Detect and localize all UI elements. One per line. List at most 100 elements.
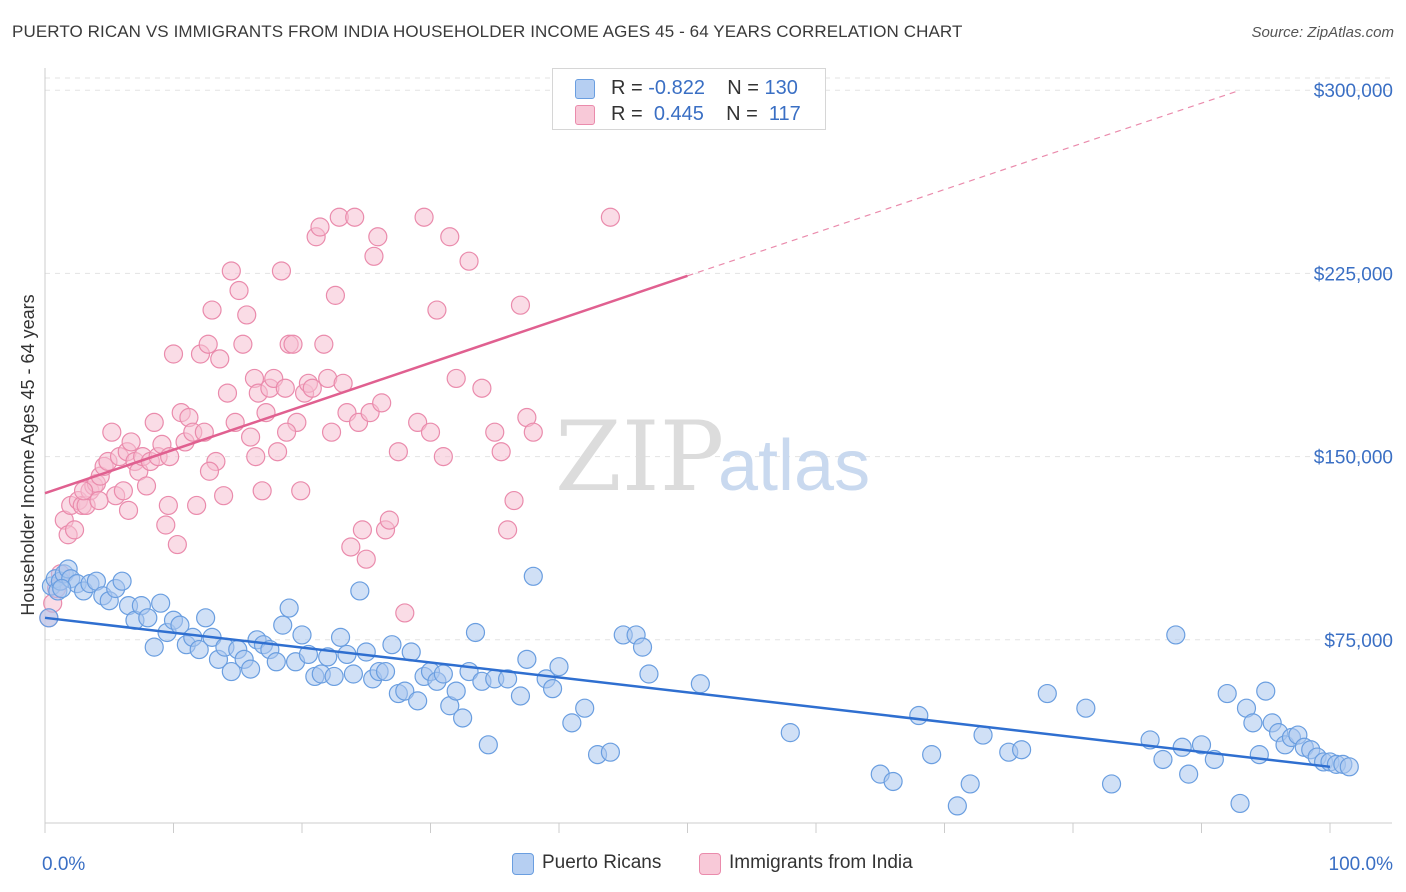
- data-point: [472, 378, 492, 398]
- data-point: [510, 686, 531, 706]
- data-point: [498, 520, 518, 540]
- data-point: [446, 368, 466, 389]
- data-point: [318, 647, 338, 667]
- legend-n-value: 130: [764, 77, 798, 99]
- data-point: [883, 771, 903, 792]
- data-point: [1256, 681, 1276, 701]
- data-point: [1101, 774, 1122, 794]
- y-tick-label: $300,000: [1314, 81, 1393, 102]
- data-point: [485, 422, 505, 442]
- legend-swatch-blue: [575, 79, 595, 99]
- chart-title: PUERTO RICAN VS IMMIGRANTS FROM INDIA HO…: [12, 22, 963, 41]
- data-point: [1076, 698, 1096, 718]
- data-point: [517, 649, 537, 669]
- data-point: [420, 422, 441, 442]
- data-point: [325, 285, 346, 305]
- data-point: [144, 412, 164, 433]
- data-point: [237, 305, 257, 325]
- legend-swatch-pink: [575, 105, 595, 125]
- data-point: [510, 295, 531, 315]
- data-point: [314, 334, 334, 354]
- data-point: [364, 246, 384, 266]
- data-point: [973, 725, 993, 745]
- data-point: [639, 664, 659, 684]
- data-point: [1037, 683, 1057, 704]
- data-point: [1217, 683, 1237, 704]
- data-point: [1153, 749, 1173, 770]
- data-point: [1172, 737, 1192, 757]
- data-point: [350, 581, 370, 601]
- data-point: [549, 657, 569, 677]
- trend-line-india: [44, 274, 688, 495]
- data-point: [690, 674, 710, 694]
- series-india-points: [39, 207, 621, 628]
- data-point: [947, 796, 967, 816]
- data-point: [113, 481, 133, 501]
- data-point: [341, 537, 361, 557]
- data-point: [310, 217, 330, 237]
- data-point: [960, 774, 980, 794]
- y-tick-labels: $75,000 $150,000 $225,000 $300,000: [1314, 81, 1393, 652]
- data-point: [275, 378, 295, 398]
- legend-n-label: N =: [726, 103, 758, 125]
- data-point: [151, 593, 171, 613]
- data-point: [283, 334, 303, 354]
- data-point: [217, 383, 238, 403]
- x-tick-label: 100.0%: [1329, 854, 1394, 875]
- data-point: [89, 490, 109, 511]
- data-point: [252, 481, 272, 501]
- data-point: [368, 227, 388, 247]
- data-point: [395, 603, 415, 623]
- y-tick-label: $75,000: [1324, 631, 1393, 652]
- data-point: [440, 227, 460, 247]
- data-point: [600, 207, 621, 227]
- y-tick-label: $225,000: [1314, 264, 1393, 285]
- stats-legend: R = -0.822 N = 130 R = 0.445 N = 117: [552, 68, 826, 130]
- data-point: [575, 698, 595, 718]
- data-point: [562, 713, 582, 733]
- data-point: [241, 427, 261, 447]
- data-point: [453, 708, 473, 728]
- data-point: [158, 495, 178, 516]
- data-point: [279, 598, 299, 618]
- data-point: [187, 495, 207, 516]
- data-point: [64, 520, 85, 540]
- data-point: [324, 666, 344, 687]
- data-point: [292, 625, 312, 645]
- data-point: [388, 442, 408, 462]
- data-point: [267, 442, 288, 462]
- data-point: [241, 659, 261, 679]
- data-point: [276, 422, 297, 442]
- data-point: [491, 442, 511, 462]
- x-tick-label: 0.0%: [42, 854, 85, 875]
- legend-n-value: 117: [768, 103, 801, 125]
- data-point: [909, 705, 929, 726]
- data-point: [632, 637, 653, 657]
- data-point: [102, 422, 122, 442]
- source-label: Source: ZipAtlas.com: [1251, 24, 1394, 41]
- watermark-zip: ZIP: [555, 401, 724, 513]
- data-point: [1339, 757, 1359, 777]
- data-point: [138, 608, 158, 628]
- data-point: [498, 669, 518, 689]
- data-point: [118, 500, 139, 520]
- data-point: [1243, 713, 1263, 733]
- data-point: [379, 510, 399, 530]
- data-point: [302, 378, 322, 398]
- data-point: [375, 661, 396, 682]
- legend-r-value: 0.445: [653, 103, 704, 125]
- data-point: [202, 300, 222, 320]
- axes: [44, 68, 1392, 833]
- data-point: [1249, 745, 1269, 765]
- data-point: [156, 515, 176, 535]
- data-point: [780, 723, 800, 743]
- trend-lines: [44, 89, 1331, 769]
- data-point: [922, 745, 942, 765]
- series-puerto-rican-points: [39, 559, 1359, 816]
- data-point: [343, 664, 363, 684]
- data-point: [196, 608, 216, 628]
- data-point: [1166, 625, 1186, 645]
- data-point: [291, 481, 311, 501]
- data-point: [478, 735, 498, 755]
